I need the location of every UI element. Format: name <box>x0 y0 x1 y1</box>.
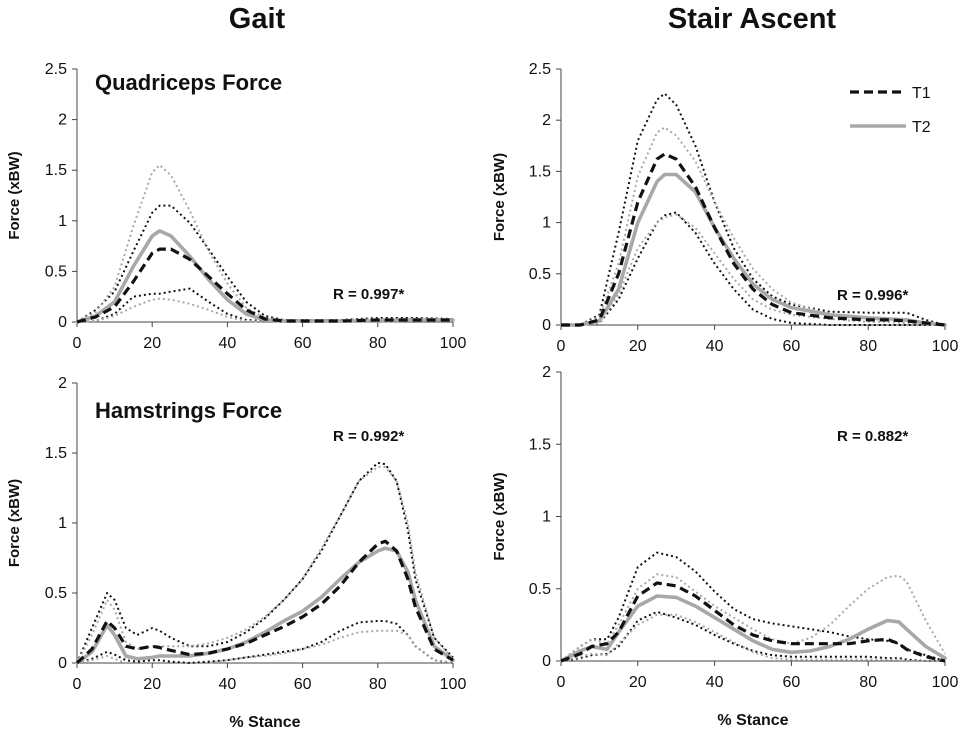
series-line-t1-upper <box>560 551 946 662</box>
series-line-t2-lower <box>561 213 946 326</box>
column-title-gait: Gait <box>229 3 286 35</box>
legend-label-t1: T1 <box>912 85 931 102</box>
correlation-label: R = 0.882* <box>837 428 908 445</box>
x-tick-label: 80 <box>369 335 387 352</box>
y-tick-label: 1.5 <box>45 445 67 462</box>
x-tick-label: 20 <box>629 338 647 355</box>
x-tick-label: 100 <box>440 676 467 693</box>
x-tick-label: 0 <box>73 676 82 693</box>
y-axis-label: Force (xBW) <box>491 153 508 241</box>
y-tick-label: 0.5 <box>529 581 551 598</box>
y-tick-label: 0 <box>58 655 67 672</box>
panel-gait-quadriceps: 0 0.5 1 1.5 2 2.5 0 20 40 60 80 100 Force (xBW) Quadr… <box>6 61 466 352</box>
y-tick-label: 0 <box>542 317 551 334</box>
series-line-t1-mean <box>76 247 453 324</box>
y-tick-label: 1 <box>58 213 67 230</box>
series-line-t2-lower <box>76 629 454 664</box>
y-axis-label: Force (xBW) <box>6 151 23 239</box>
x-tick-label: 100 <box>440 335 467 352</box>
panel-title: Hamstrings Force <box>95 398 282 423</box>
x-axis-label: % Stance <box>229 714 300 731</box>
x-tick-label: 60 <box>294 335 312 352</box>
x-tick-label: 100 <box>932 674 959 691</box>
x-tick-label: 100 <box>932 338 959 355</box>
series-line-t1-lower <box>561 211 945 326</box>
series-line-t2-mean <box>75 546 455 665</box>
y-tick-label: 0 <box>58 314 67 331</box>
y-tick-label: 0.5 <box>45 263 67 280</box>
x-tick-label: 60 <box>783 338 801 355</box>
correlation-label: R = 0.992* <box>333 428 404 445</box>
series-line-t2-lower <box>560 613 945 662</box>
x-tick-label: 40 <box>706 674 724 691</box>
series-line-t2-mean <box>75 229 455 324</box>
series-line-t2-upper <box>76 164 453 323</box>
x-tick-label: 0 <box>73 335 82 352</box>
y-axis-label: Force (xBW) <box>6 479 23 567</box>
x-tick-label: 80 <box>859 674 877 691</box>
correlation-label: R = 0.997* <box>333 286 404 303</box>
x-tick-label: 40 <box>219 676 237 693</box>
panel-stair-quadriceps: 0 0.5 1 1.5 2 2.5 0 20 40 60 80 100 Force (xBW) R = 0… <box>491 61 958 355</box>
panel-title: Quadriceps Force <box>95 70 282 95</box>
series-line-t2-upper <box>561 126 946 326</box>
y-tick-label: 0 <box>542 653 551 670</box>
x-tick-label: 80 <box>369 676 387 693</box>
series-line-t1-mean <box>561 152 946 327</box>
x-tick-label: 0 <box>557 674 566 691</box>
series-line-t1-mean <box>560 581 946 663</box>
x-tick-label: 80 <box>859 338 877 355</box>
y-tick-label: 2 <box>58 375 67 392</box>
y-tick-label: 2.5 <box>45 61 67 78</box>
x-tick-label: 20 <box>143 335 161 352</box>
y-tick-label: 1.5 <box>529 436 551 453</box>
column-title-stair-ascent: Stair Ascent <box>668 3 836 35</box>
x-axis-label: % Stance <box>717 712 788 729</box>
x-tick-label: 40 <box>706 338 724 355</box>
y-tick-label: 2 <box>58 112 67 129</box>
x-tick-label: 20 <box>143 676 161 693</box>
y-tick-label: 1 <box>542 215 551 232</box>
x-tick-label: 60 <box>783 674 801 691</box>
y-tick-label: 0.5 <box>529 266 551 283</box>
y-tick-label: 2 <box>542 112 551 129</box>
y-tick-label: 0.5 <box>45 585 67 602</box>
y-axis-label: Force (xBW) <box>491 472 508 560</box>
correlation-label: R = 0.996* <box>837 287 908 304</box>
series-line-t1-mean <box>75 539 454 665</box>
x-tick-label: 0 <box>557 338 566 355</box>
series-line-t2-upper <box>76 466 454 664</box>
y-tick-label: 2 <box>542 364 551 381</box>
x-tick-label: 20 <box>629 674 647 691</box>
y-tick-label: 1 <box>58 515 67 532</box>
y-tick-label: 1 <box>542 509 551 526</box>
series-line-t1-upper <box>561 92 946 326</box>
x-tick-label: 40 <box>219 335 237 352</box>
y-tick-label: 1.5 <box>529 163 551 180</box>
y-tick-label: 2.5 <box>529 61 551 78</box>
y-tick-label: 1.5 <box>45 162 67 179</box>
series-line-t2-upper <box>560 573 946 662</box>
x-tick-label: 60 <box>294 676 312 693</box>
legend-label-t2: T2 <box>912 119 931 136</box>
